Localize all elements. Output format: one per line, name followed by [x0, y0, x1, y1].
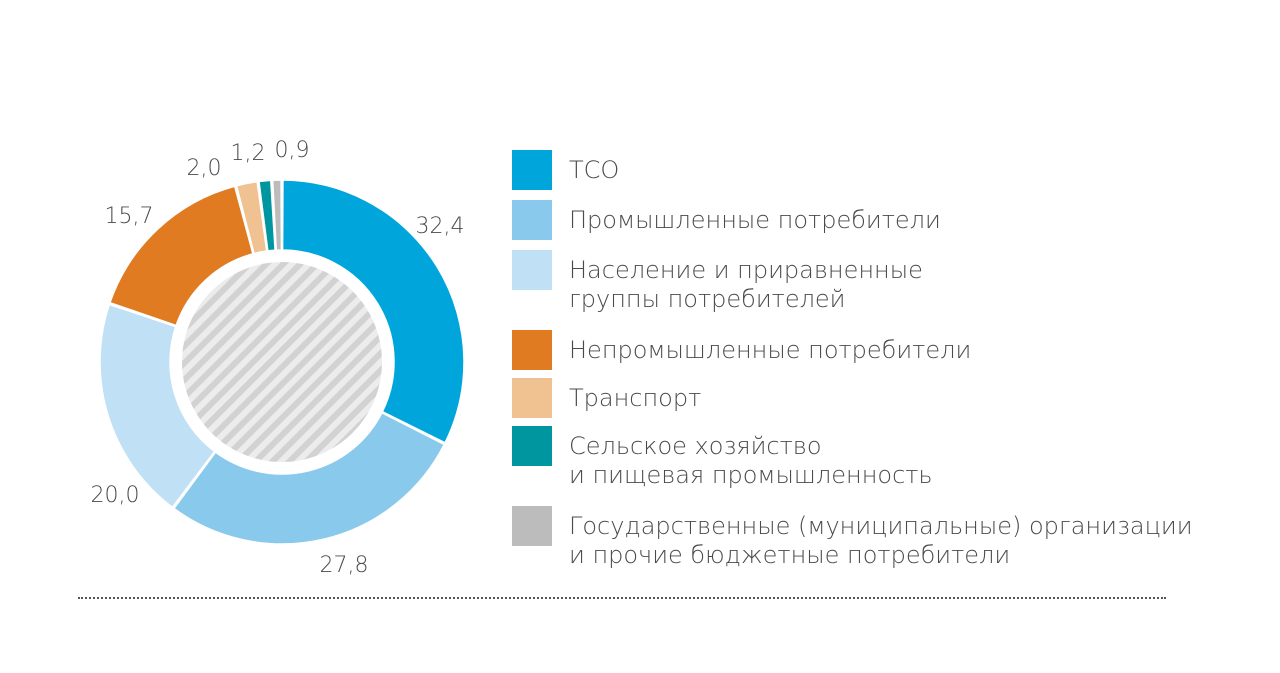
legend-item-5: Транспорт — [512, 378, 701, 418]
legend-label: Промышленные потребители — [569, 206, 941, 234]
slice-value-label-7: 0,9 — [275, 138, 310, 163]
legend-item-2: Промышленные потребители — [512, 200, 941, 240]
legend-label: Население и приравненные группы потребит… — [569, 256, 923, 313]
legend-item-3: Население и приравненные группы потребит… — [512, 250, 923, 314]
donut-slices — [99, 179, 465, 545]
donut-slice-6 — [258, 179, 276, 252]
donut-slice-4 — [108, 185, 254, 327]
slice-value-label-4: 15,7 — [105, 204, 154, 229]
legend-label: Транспорт — [569, 384, 702, 412]
slice-value-label-3: 20,0 — [91, 483, 140, 508]
legend-swatch — [512, 506, 552, 546]
donut-center-hatch — [182, 262, 382, 462]
legend-label: Сельское хозяйство и пищевая промышленно… — [569, 432, 933, 489]
donut-slice-2 — [172, 411, 446, 545]
legend-swatch — [512, 426, 552, 466]
legend-swatch — [512, 330, 552, 370]
legend-item-1: ТСО — [512, 150, 619, 190]
legend-item-7: Государственные (муниципальные) организа… — [512, 506, 1193, 570]
legend-item-4: Непромышленные потребители — [512, 330, 971, 370]
legend-label: Государственные (муниципальные) организа… — [569, 512, 1193, 569]
legend-label: ТСО — [569, 156, 620, 184]
legend-swatch — [512, 200, 552, 240]
legend-item-6: Сельское хозяйство и пищевая промышленно… — [512, 426, 933, 490]
legend-swatch — [512, 150, 552, 190]
donut-slice-7 — [271, 179, 283, 251]
legend-swatch — [512, 250, 552, 290]
slice-value-label-2: 27,8 — [320, 553, 369, 578]
donut-slice-3 — [99, 303, 216, 509]
bottom-dotted-divider — [78, 597, 1166, 599]
slice-value-labels: 32,4 27,8 20,0 15,7 2,0 1,2 0,9 — [91, 138, 465, 578]
slice-value-label-1: 32,4 — [416, 214, 465, 239]
slice-value-label-6: 1,2 — [231, 141, 266, 166]
donut-slice-5 — [235, 180, 268, 255]
slice-value-label-5: 2,0 — [187, 156, 222, 181]
donut-slice-1 — [281, 179, 465, 444]
legend-label: Непромышленные потребители — [569, 336, 972, 364]
legend-swatch — [512, 378, 552, 418]
